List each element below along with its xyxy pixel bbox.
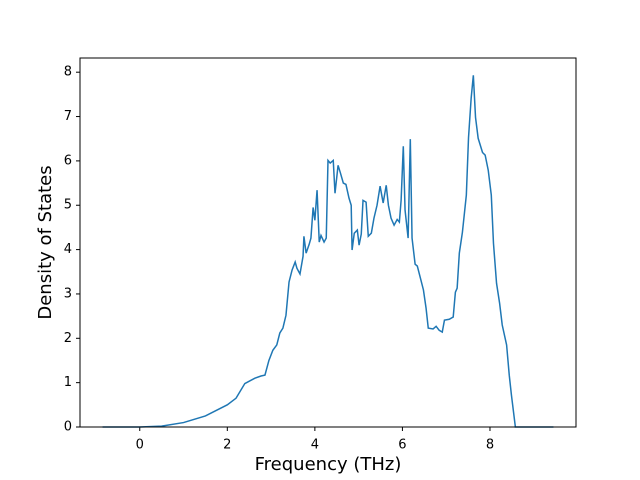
y-tick-label: 3 bbox=[64, 286, 72, 301]
y-tick-label: 0 bbox=[64, 420, 72, 435]
x-tick-label: 2 bbox=[223, 438, 231, 453]
x-tick-label: 4 bbox=[311, 438, 319, 453]
y-axis-label: Density of States bbox=[35, 165, 56, 319]
y-tick-label: 7 bbox=[64, 109, 72, 124]
plot-frame bbox=[79, 57, 577, 428]
x-tick-label: 6 bbox=[398, 438, 406, 453]
y-tick-label: 8 bbox=[64, 65, 72, 80]
y-tick-label: 6 bbox=[64, 153, 72, 168]
y-tick-label: 2 bbox=[64, 331, 72, 346]
y-tick-label: 5 bbox=[64, 198, 72, 213]
x-tick-label: 8 bbox=[486, 438, 494, 453]
x-tick-label: 0 bbox=[136, 438, 144, 453]
line bbox=[102, 75, 554, 428]
y-tick-label: 4 bbox=[64, 242, 72, 257]
y-tick-label: 1 bbox=[64, 375, 72, 390]
x-axis-label: Frequency (THz) bbox=[255, 454, 402, 475]
